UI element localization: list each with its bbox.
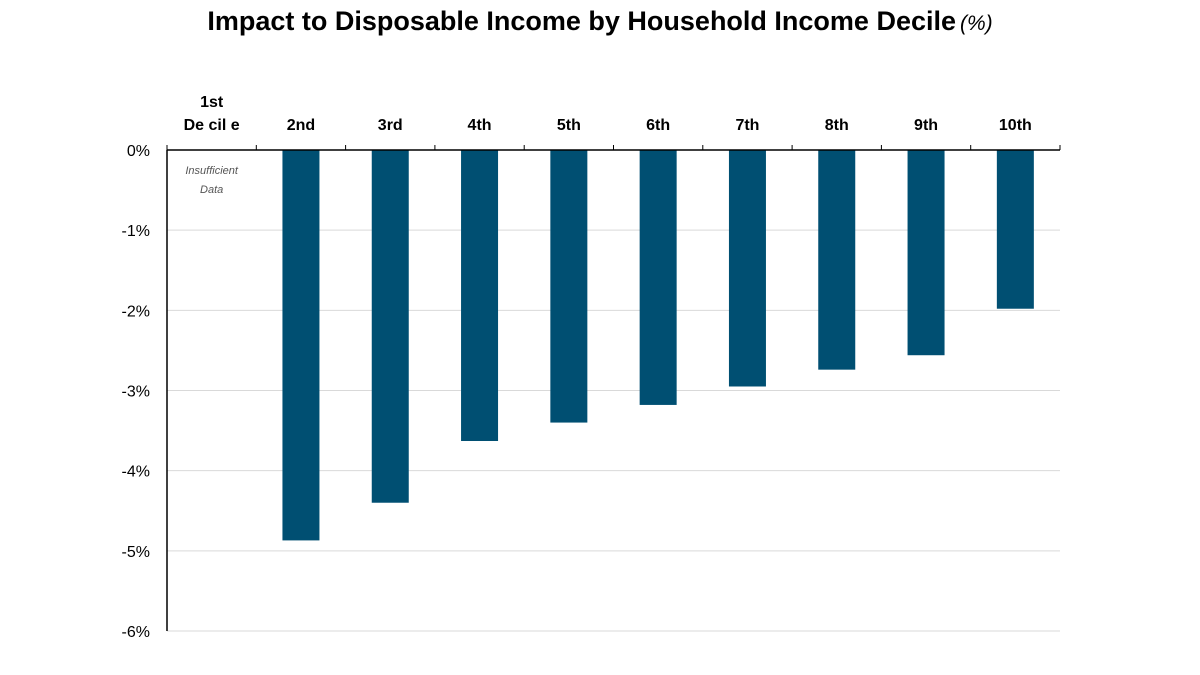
- x-category-label: 8th: [825, 117, 849, 134]
- bar: [996, 150, 1034, 309]
- bar: [461, 150, 499, 442]
- x-category-label: 1st: [200, 94, 224, 111]
- y-tick-label: -4%: [122, 464, 150, 481]
- bar: [371, 150, 409, 503]
- insufficient-data-note: Data: [200, 184, 223, 196]
- y-tick-label: -5%: [122, 544, 150, 561]
- chart-title-unit: (%): [960, 12, 993, 35]
- x-category-label: 6th: [646, 117, 670, 134]
- x-category-label: De cil e: [184, 117, 240, 134]
- y-tick-label: -1%: [122, 223, 150, 240]
- insufficient-data-note: Insufficient: [185, 165, 239, 177]
- bar: [639, 150, 677, 405]
- bar: [818, 150, 856, 370]
- x-category-label: 4th: [468, 117, 492, 134]
- x-category-label: 9th: [914, 117, 938, 134]
- bar: [282, 150, 320, 541]
- x-category-label: 5th: [557, 117, 581, 134]
- x-category-label: 3rd: [378, 117, 403, 134]
- chart-title: Impact to Disposable Income by Household…: [0, 6, 1200, 37]
- y-tick-label: -6%: [122, 624, 150, 641]
- bar: [907, 150, 945, 356]
- x-category-label: 7th: [735, 117, 759, 134]
- y-tick-label: 0%: [127, 143, 150, 160]
- y-tick-label: -3%: [122, 384, 150, 401]
- y-tick-label: -2%: [122, 303, 150, 320]
- bar: [728, 150, 766, 387]
- x-category-label: 10th: [999, 117, 1032, 134]
- bar: [550, 150, 588, 423]
- x-category-label: 2nd: [287, 117, 315, 134]
- chart-title-text: Impact to Disposable Income by Household…: [207, 6, 956, 36]
